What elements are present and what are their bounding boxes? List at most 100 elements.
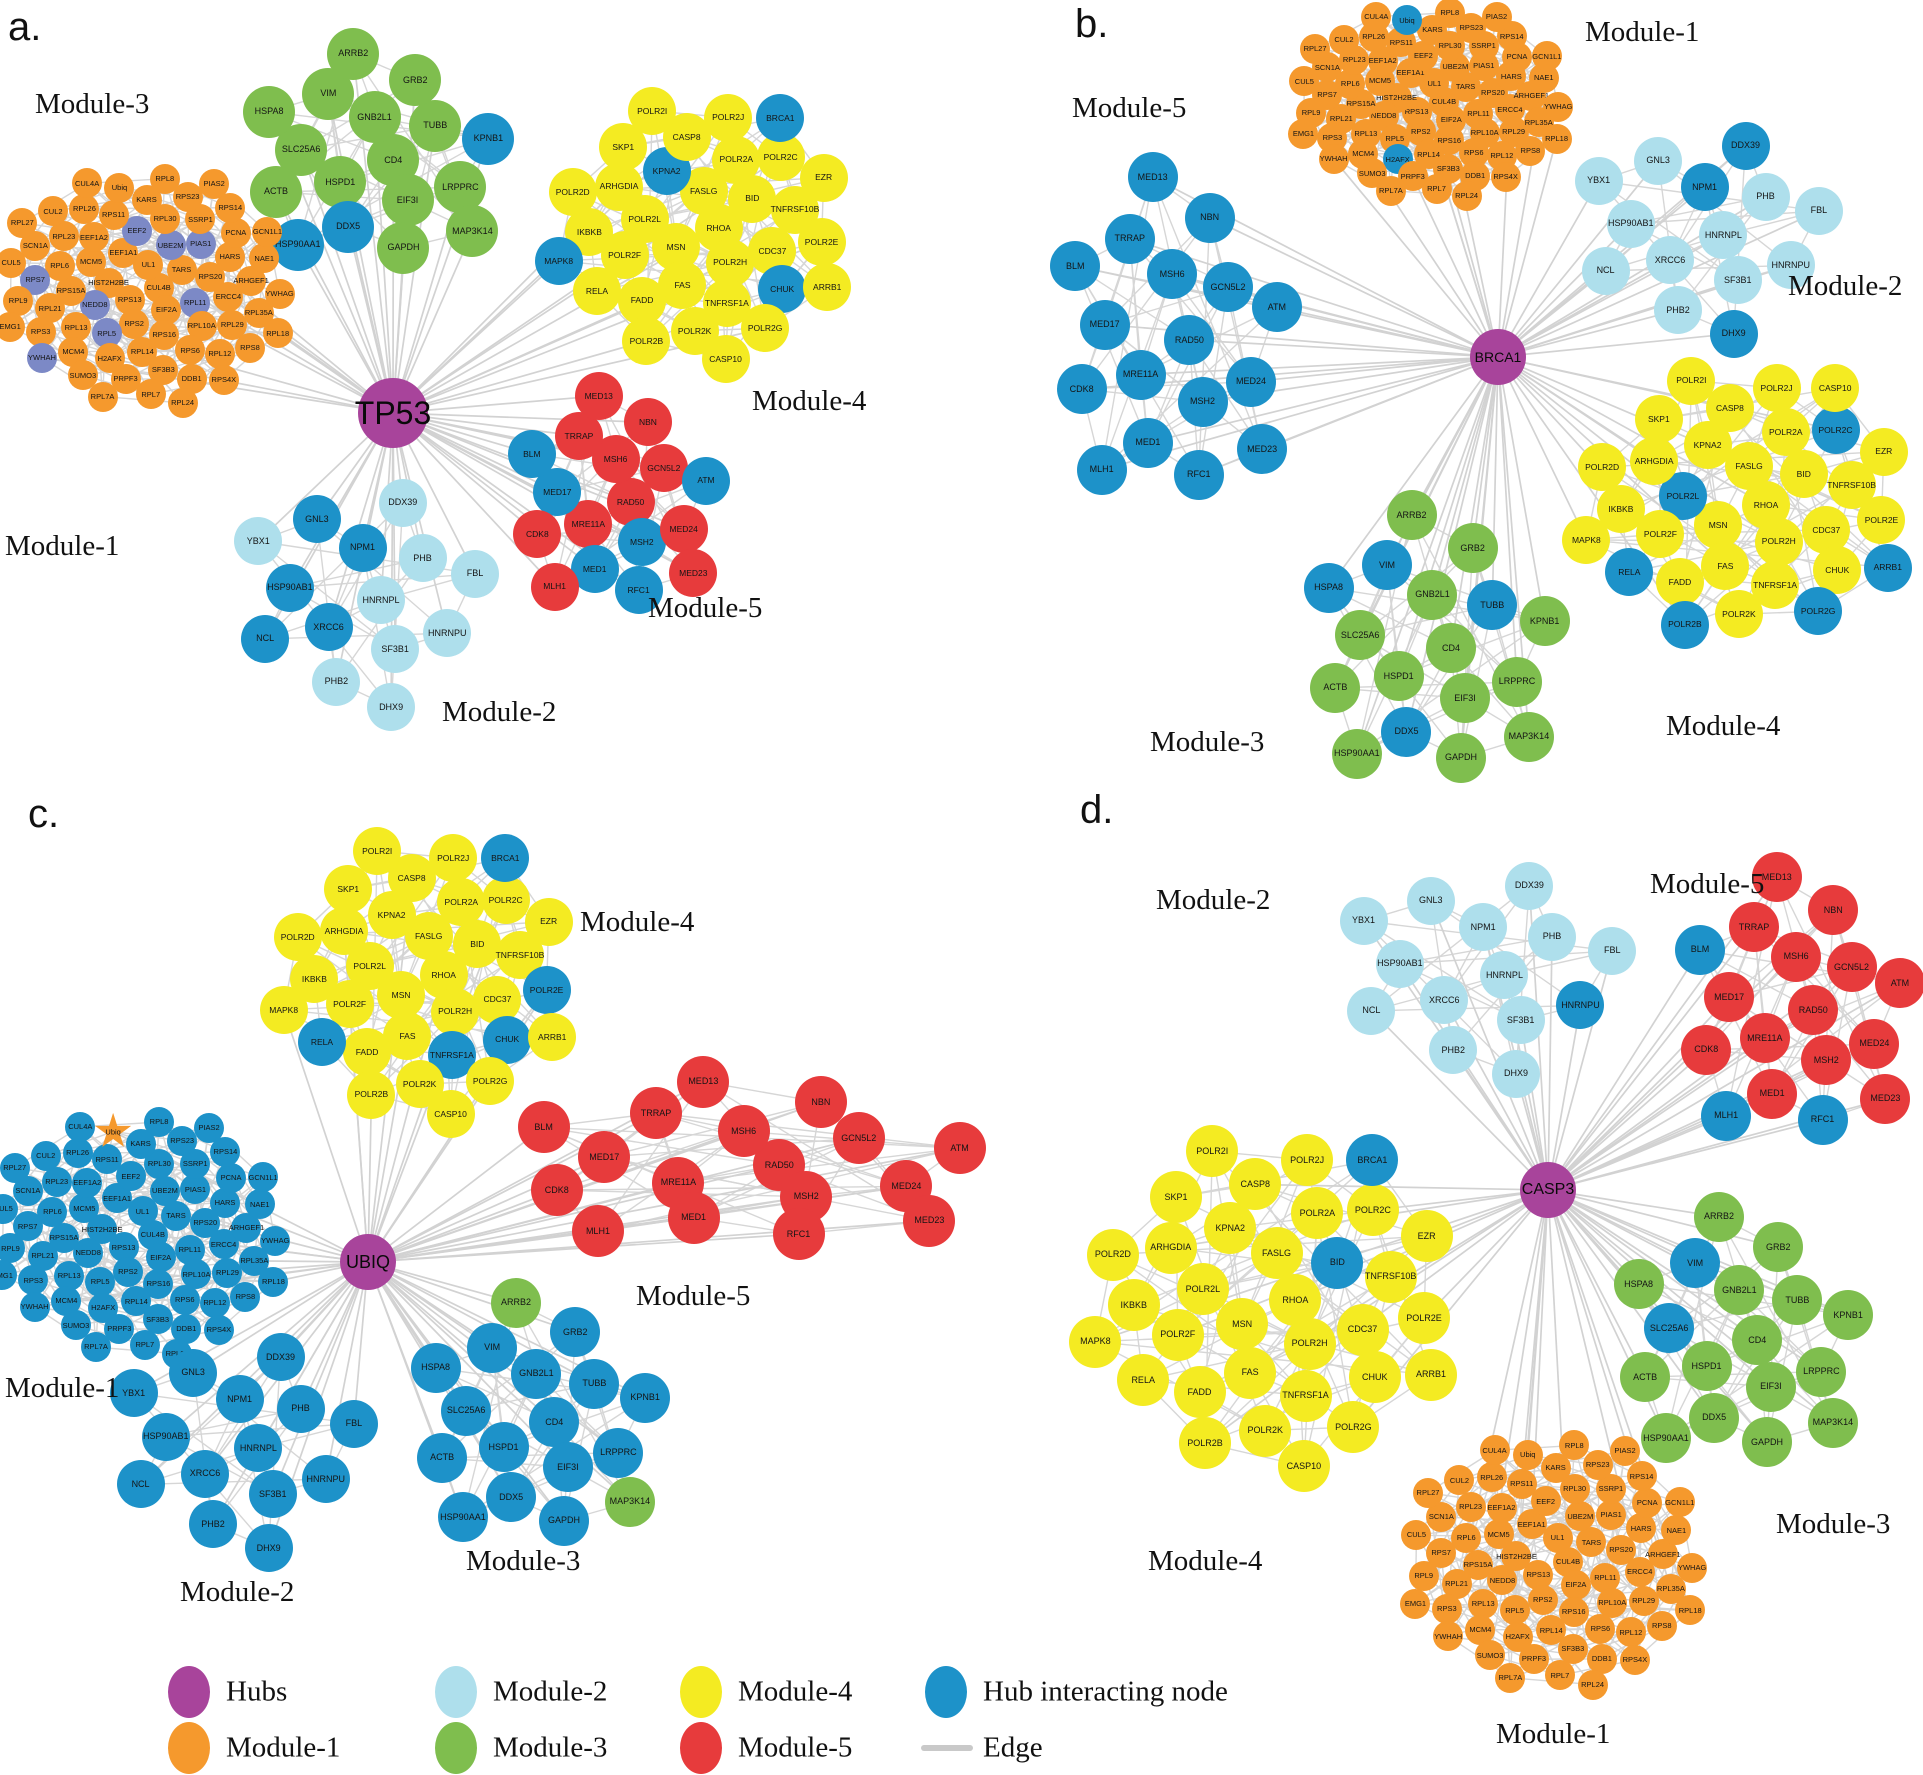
node-polr2b: POLR2B	[347, 1070, 396, 1119]
node-rpl7: RPL7	[135, 379, 166, 410]
node-hnrnpu: HNRNPU	[1766, 241, 1815, 290]
node-polr2i: POLR2I	[1186, 1125, 1239, 1178]
node-rps6: RPS6	[175, 335, 206, 366]
node-cul4a: CUL4A	[1361, 1, 1392, 32]
node-polr2k: POLR2K	[1239, 1404, 1292, 1457]
node-polr2k: POLR2K	[1714, 590, 1763, 639]
node-rhoa: RHOA	[1269, 1274, 1322, 1326]
node-cul4a: CUL4A	[65, 1111, 96, 1142]
node-rpl8: RPL8	[1559, 1430, 1590, 1461]
node-polr2i: POLR2I	[628, 86, 677, 135]
node-cul5: CUL5	[0, 1193, 19, 1224]
edge	[543, 1126, 780, 1166]
node-rad50: RAD50	[606, 478, 655, 526]
legend-label-edge: Edge	[983, 1731, 1043, 1764]
edge	[1250, 356, 1499, 383]
node-eif2a: EIF2A	[151, 294, 182, 325]
edge	[1372, 1189, 1549, 1212]
node-rps8: RPS8	[230, 1281, 261, 1312]
node-rps8: RPS8	[1646, 1610, 1677, 1641]
edge	[392, 412, 556, 588]
node-brca1: BRCA1	[1346, 1134, 1399, 1187]
node-msh6: MSH6	[1771, 931, 1822, 982]
node-rad50: RAD50	[1788, 985, 1839, 1035]
hub-node-casp3: CASP3	[1520, 1162, 1576, 1218]
node-med23: MED23	[903, 1194, 956, 1247]
panel-b-module-5-label: Module-5	[1072, 92, 1187, 124]
node-map3k14: MAP3K14	[604, 1476, 655, 1527]
node-tars: TARS	[1576, 1527, 1607, 1558]
node-med17: MED17	[578, 1131, 631, 1184]
node-rpl18: RPL18	[1541, 123, 1572, 154]
node-arrb1: ARRB1	[1863, 543, 1912, 592]
node-hspd1: HSPD1	[478, 1422, 529, 1473]
node-rfc1: RFC1	[614, 565, 663, 614]
panel-a-module-2-label: Module-2	[442, 696, 557, 728]
node-slc25a6: SLC25A6	[441, 1385, 492, 1436]
node-cul5: CUL5	[1289, 66, 1320, 97]
node-rpl23: RPL23	[1455, 1491, 1486, 1522]
node-arhgdia: ARHGDIA	[1630, 437, 1679, 486]
node-phb2: PHB2	[189, 1500, 238, 1549]
edge	[1497, 309, 1679, 358]
edge	[1547, 955, 1797, 1191]
node-arrb2: ARRB2	[327, 27, 380, 80]
node-polr2g: POLR2G	[466, 1057, 515, 1106]
node-msn: MSN	[1216, 1298, 1269, 1351]
node-hspd1: HSPD1	[1373, 651, 1424, 702]
node-emg1: EMG1	[0, 1260, 18, 1291]
node-xrcc6: XRCC6	[1420, 976, 1469, 1025]
node-hsp90aa1: HSP90AA1	[437, 1492, 488, 1543]
node-dhx9: DHX9	[244, 1524, 293, 1573]
node-med1: MED1	[570, 544, 619, 593]
edge	[1497, 210, 1820, 358]
node-ddx5: DDX5	[486, 1472, 537, 1523]
node-ezr: EZR	[1400, 1210, 1453, 1263]
edge	[1657, 160, 1679, 311]
edge	[1327, 356, 1499, 589]
node-mapk8: MAPK8	[1069, 1315, 1122, 1368]
node-sf3b3: SF3B3	[1557, 1634, 1588, 1665]
edge	[1497, 138, 1558, 358]
node-npm1: NPM1	[338, 523, 387, 572]
node-emg1: EMG1	[0, 312, 26, 343]
edge	[1547, 1189, 1646, 1378]
node-mapk8: MAPK8	[534, 236, 583, 285]
edge	[1497, 356, 1546, 622]
panel-d-module-5-label: Module-5	[1650, 868, 1765, 900]
node-med23: MED23	[1860, 1073, 1911, 1124]
node-eef1a2: EEF1A2	[72, 1167, 103, 1198]
node-fbl: FBL	[1588, 926, 1637, 975]
node-mcm4: MCM4	[51, 1285, 82, 1316]
node-rpl8: RPL8	[144, 1107, 175, 1138]
node-rpl24: RPL24	[1451, 180, 1482, 211]
node-cul2: CUL2	[37, 196, 68, 227]
node-ezr: EZR	[524, 897, 573, 946]
node-rpl10a: RPL10A	[1597, 1587, 1628, 1618]
edge	[367, 878, 413, 1263]
panel-letter-b: b.	[1075, 2, 1109, 46]
node-med17: MED17	[533, 467, 582, 516]
node-polr2i: POLR2I	[1667, 356, 1716, 405]
node-trrap: TRRAP	[554, 411, 603, 460]
node-rpl10a: RPL10A	[181, 1259, 212, 1290]
panel-letter-c: c.	[28, 792, 60, 836]
edge	[597, 1081, 704, 1232]
node-rpl18: RPL18	[1675, 1595, 1706, 1626]
node-arrb2: ARRB2	[491, 1277, 542, 1328]
panel-b-module-1-label: Module-1	[1585, 16, 1700, 48]
edge	[442, 1451, 619, 1459]
node-hnrnpu: HNRNPU	[423, 609, 472, 658]
node-gcn5l2: GCN5L2	[1826, 942, 1877, 993]
node-lrpprc: LRPPRC	[1796, 1346, 1847, 1397]
node-cdk8: CDK8	[530, 1164, 583, 1217]
node-eef2: EEF2	[115, 1161, 146, 1192]
node-fadd: FADD	[618, 276, 667, 325]
edge	[1147, 356, 1499, 444]
node-rps4x: RPS4X	[1490, 161, 1521, 192]
node-med1: MED1	[1747, 1068, 1798, 1119]
node-hspd1: HSPD1	[1681, 1341, 1732, 1392]
node-med24: MED24	[1849, 1018, 1900, 1069]
node-casp10: CASP10	[1277, 1440, 1330, 1493]
node-sf3b1: SF3B1	[248, 1470, 297, 1519]
